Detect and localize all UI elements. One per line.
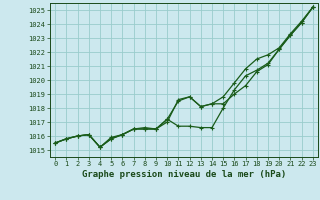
X-axis label: Graphe pression niveau de la mer (hPa): Graphe pression niveau de la mer (hPa) [82,170,286,179]
